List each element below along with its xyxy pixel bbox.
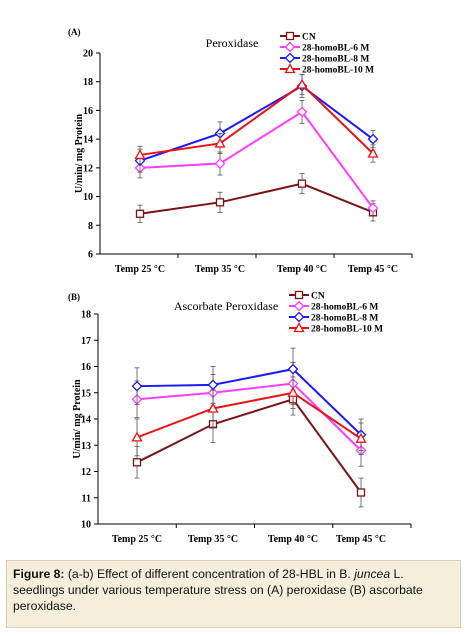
data-point — [135, 209, 145, 218]
legend-entry: 28-homoBL-10 M — [302, 66, 374, 76]
legend-entry: 28-homoBL-8 M — [311, 314, 378, 324]
data-point — [207, 379, 219, 391]
legend-marker — [293, 300, 305, 312]
data-point — [207, 402, 219, 413]
data-point — [297, 179, 307, 188]
data-point — [215, 198, 225, 207]
series-line — [139, 110, 374, 209]
series-line — [136, 382, 362, 452]
legend-entry: 28-homoBL-6 M — [311, 303, 378, 313]
y-tick-label: 18 — [83, 77, 93, 88]
legend-entry: 28-homoBL-10 M — [311, 325, 383, 335]
y-tick-label: 12 — [81, 467, 91, 478]
figure-caption: Figure 8: (a-b) Effect of different conc… — [6, 560, 461, 628]
data-point — [355, 432, 367, 443]
legend-marker — [284, 41, 296, 53]
x-tick-label: Temp 45 °C — [348, 264, 398, 275]
legend-marker — [284, 63, 296, 74]
x-tick-label: Temp 40 °C — [277, 264, 327, 275]
y-tick-label: 6 — [88, 250, 93, 261]
y-tick-label: 16 — [83, 106, 93, 117]
series-line — [136, 398, 362, 494]
y-tick-label: 10 — [81, 520, 91, 531]
series-line — [139, 84, 374, 162]
legend-marker — [284, 52, 296, 64]
panel-label: (A) — [68, 27, 81, 37]
data-point — [296, 106, 308, 118]
figure-charts: 6 8 10 12 14 16 18 20 Temp 25 °C Temp 35 °C Temp 4… — [68, 27, 413, 545]
legend-marker — [293, 311, 305, 323]
legend-marker — [294, 290, 304, 300]
y-tick-label: 15 — [81, 388, 91, 399]
y-tick-label: 8 — [88, 221, 93, 232]
caption-text-1: (a-b) Effect of different concentration … — [64, 567, 355, 581]
data-point — [296, 78, 308, 89]
data-point — [131, 431, 143, 442]
y-tick-label: 14 — [81, 415, 91, 426]
data-point — [367, 133, 379, 145]
x-tick-label: Temp 35 °C — [195, 264, 245, 275]
x-tick-label: Temp 40 °C — [268, 534, 318, 545]
data-point — [287, 386, 299, 397]
y-tick-label: 14 — [83, 135, 93, 146]
data-point — [367, 147, 379, 158]
x-tick-label: Temp 45 °C — [336, 534, 386, 545]
y-tick-label: 18 — [81, 310, 91, 321]
series-line — [136, 391, 362, 440]
series-2 — [134, 99, 379, 216]
chart-a: 6 8 10 12 14 16 18 20 Temp 25 °C Temp 35 °C Temp 4… — [68, 27, 413, 275]
y-tick-label: 20 — [83, 49, 93, 60]
x-tick-label: Temp 35 °C — [188, 534, 238, 545]
data-point — [287, 363, 299, 375]
y-axis-label: U/min/ mg Protein — [72, 379, 83, 459]
data-point — [132, 458, 142, 467]
y-tick-label: 17 — [81, 336, 91, 347]
legend-entry: 28-homoBL-8 M — [302, 55, 369, 65]
panel-label: (B) — [68, 292, 80, 302]
chart-title: Peroxidase — [206, 36, 259, 50]
y-tick-label: 12 — [83, 163, 93, 174]
y-tick-label: 11 — [82, 493, 91, 504]
data-point — [356, 488, 366, 497]
series-line — [136, 368, 362, 436]
series-line — [139, 83, 374, 156]
series-3 — [131, 347, 367, 451]
x-tick-label: Temp 25 °C — [112, 534, 162, 545]
x-tick-label: Temp 25 °C — [115, 264, 165, 275]
caption-text-2: L. seedlings under various temperature s… — [13, 567, 423, 613]
series-line — [139, 182, 374, 215]
legend-entry: CN — [311, 292, 325, 302]
series-1 — [135, 173, 378, 223]
data-point — [214, 158, 226, 169]
y-tick-label: 10 — [83, 192, 93, 203]
series-4 — [131, 376, 367, 457]
caption-label: Figure 8: — [13, 567, 65, 581]
legend-entry: 28-homoBL-6 M — [302, 44, 369, 54]
legend-marker — [285, 31, 295, 41]
y-tick-label: 13 — [81, 441, 91, 452]
legend-entry: CN — [302, 33, 316, 43]
data-point — [367, 202, 379, 214]
data-point — [131, 380, 143, 392]
y-tick-label: 16 — [81, 362, 91, 373]
chart-title: Ascorbate Peroxidase — [174, 299, 278, 313]
data-point — [214, 137, 226, 148]
chart-b: 10 11 12 13 14 15 16 17 18 Temp 25 °C Temp 35 °C Te… — [68, 290, 412, 545]
caption-italic: juncea — [354, 567, 391, 581]
y-axis-label: U/min/ mg Protein — [74, 113, 85, 193]
legend-marker — [293, 322, 305, 333]
series-4 — [134, 74, 379, 164]
data-point — [134, 149, 146, 160]
